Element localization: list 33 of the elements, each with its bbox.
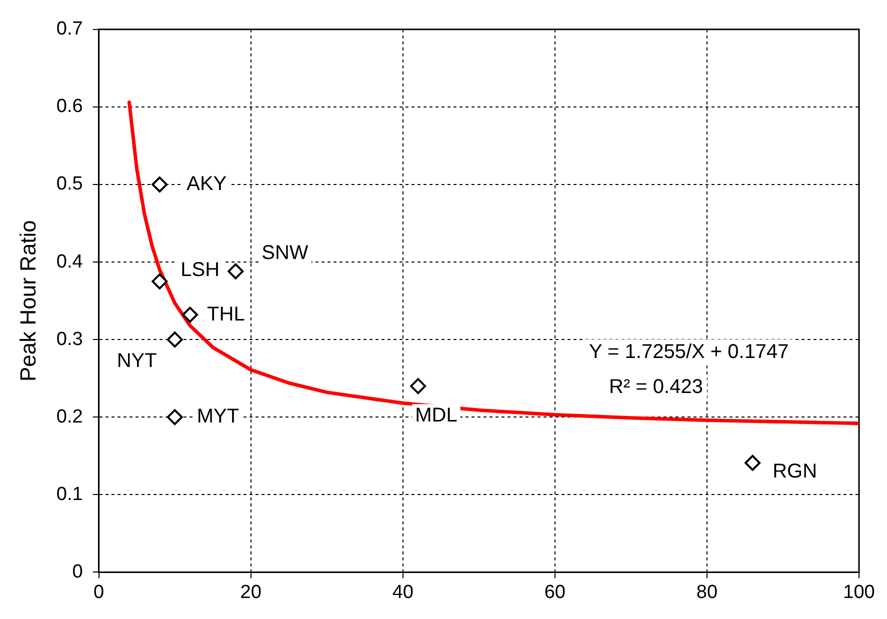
y-tick-label: 0.1 [56, 484, 83, 505]
x-tick-label: 40 [392, 582, 414, 603]
x-tick-label: 100 [843, 582, 875, 603]
point [744, 454, 761, 471]
point [152, 273, 168, 290]
annotation: R² = 0.423 [609, 376, 703, 398]
y-tick-label: 0.7 [56, 18, 83, 40]
y-tick-label: 0.2 [56, 406, 83, 428]
y-tick-label: 0 [72, 561, 83, 582]
y-tick-label: 0.3 [56, 328, 83, 350]
annotation: NYT [116, 350, 157, 372]
x-tick-label: 20 [240, 582, 262, 603]
annotation: THL [207, 303, 245, 326]
annotation: MDL [415, 404, 458, 427]
point [152, 176, 168, 192]
y-tick-label: 0.6 [56, 96, 83, 118]
x-tick-label: 80 [696, 582, 718, 603]
point [228, 263, 244, 280]
x-tick-label: 0 [94, 582, 104, 603]
annotation: MYT [196, 406, 240, 428]
point [166, 332, 183, 348]
y-tick-label: 0.4 [56, 251, 84, 272]
x-tick-label: 60 [544, 582, 566, 603]
annotation: AKY [186, 173, 227, 195]
y-axis-title: Peak Hour Ratio [15, 220, 40, 382]
annotation: RGN [772, 460, 818, 482]
annotation: Y = 1.7255/X + 0.1747 [589, 340, 789, 363]
annotation: LSH [180, 258, 220, 281]
point [182, 306, 198, 323]
point [166, 409, 183, 426]
y-tick-label: 0.5 [56, 174, 83, 195]
point [410, 378, 426, 394]
annotation: SNW [262, 242, 308, 264]
